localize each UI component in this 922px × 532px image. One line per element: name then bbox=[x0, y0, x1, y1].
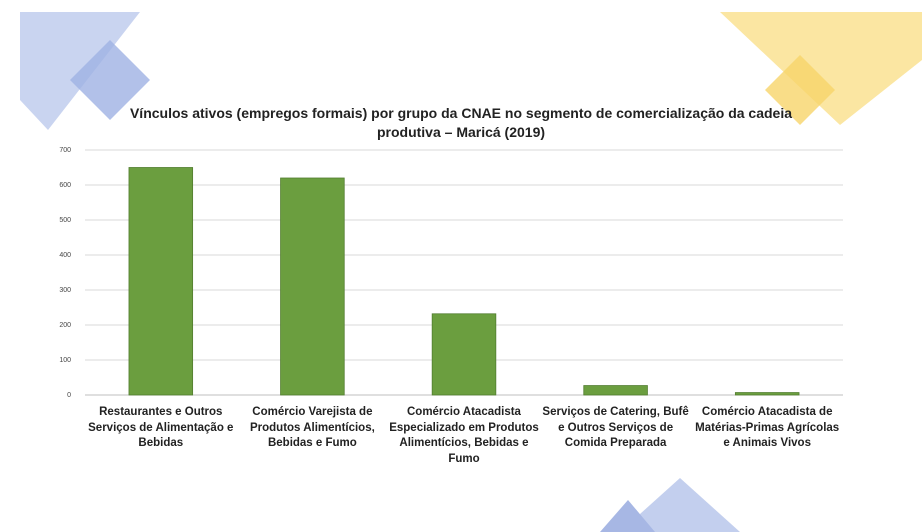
chart-title: Vínculos ativos (empregos formais) por g… bbox=[129, 105, 793, 140]
x-tick-label: Comércio Varejista de Produtos Alimentíc… bbox=[249, 406, 375, 449]
bar bbox=[280, 177, 345, 396]
y-tick-label: 400 bbox=[59, 252, 71, 259]
bar bbox=[431, 313, 497, 396]
bar bbox=[583, 385, 648, 396]
bar bbox=[734, 392, 800, 396]
decoration bbox=[20, 12, 922, 532]
y-tick-label: 700 bbox=[59, 147, 71, 154]
y-tick-label: 600 bbox=[59, 182, 71, 189]
bar bbox=[128, 167, 194, 396]
x-tick-label: Comércio Atacadista Especializado em Pro… bbox=[389, 406, 539, 465]
y-tick-label: 500 bbox=[59, 217, 71, 224]
y-tick-label: 0 bbox=[67, 392, 71, 399]
y-tick-label: 300 bbox=[59, 287, 71, 294]
y-tick-label: 200 bbox=[59, 322, 71, 329]
x-tick-label: Serviços de Catering, Bufê e Outros Serv… bbox=[542, 406, 689, 449]
x-tick-label: Restaurantes e Outros Serviços de Alimen… bbox=[88, 406, 234, 449]
x-tick-label: Comércio Atacadista de Matérias-Primas A… bbox=[695, 406, 840, 449]
y-tick-label: 100 bbox=[59, 357, 71, 364]
